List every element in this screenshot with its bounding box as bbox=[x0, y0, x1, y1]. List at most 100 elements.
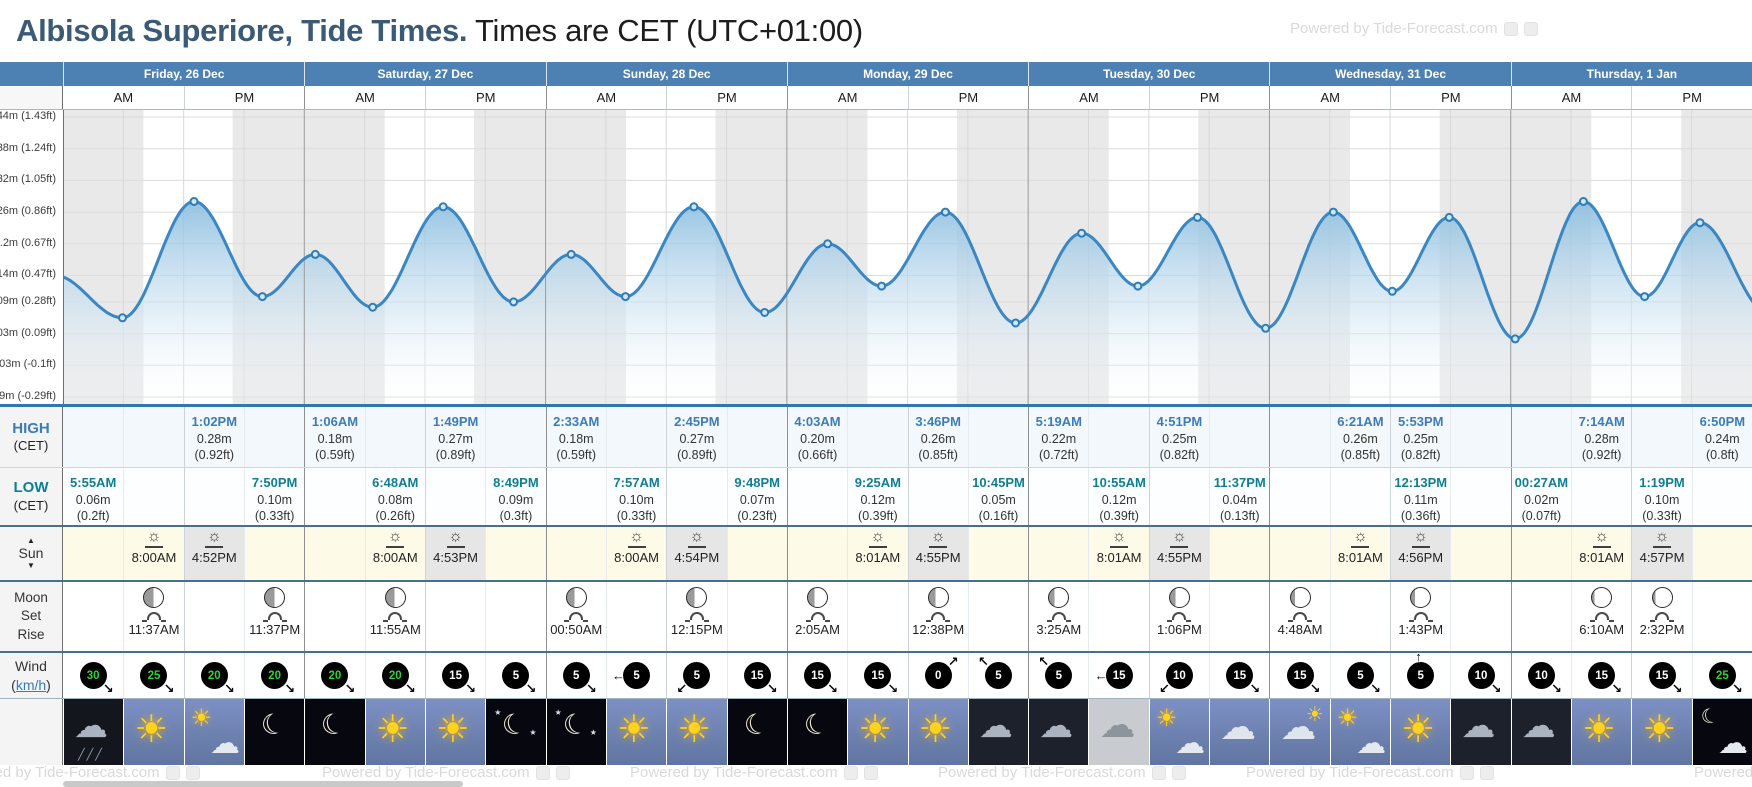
low-tide-marker bbox=[621, 292, 630, 302]
high-tide-height-m: 0.28m bbox=[196, 431, 232, 446]
moon-rise-label: Rise bbox=[17, 626, 45, 642]
app-badge-icon bbox=[1171, 765, 1186, 780]
wind-speed-value: 5 bbox=[995, 669, 1002, 682]
wind-cell: 20 ↘ bbox=[304, 653, 364, 698]
high-tide-height-ft: (0.85ft) bbox=[918, 447, 958, 462]
moon-cell bbox=[605, 582, 666, 651]
wind-cell: 15 ↘ bbox=[1571, 653, 1631, 698]
watermark-text: Powered by Tide-Forecast.com bbox=[1246, 764, 1454, 781]
sun-cell bbox=[1510, 527, 1571, 580]
wind-cell: 5 ↑ bbox=[1390, 650, 1450, 698]
low-tide-cell bbox=[1571, 468, 1631, 525]
high-tide-marker bbox=[566, 249, 576, 259]
wind-speed-badge: 20 ↘ bbox=[381, 662, 416, 695]
wind-speed-value: 5 bbox=[1417, 669, 1424, 682]
moon-setrise-icon bbox=[1288, 612, 1313, 622]
low-tide-time: 10:45PM bbox=[972, 475, 1025, 490]
sun-cell bbox=[786, 527, 847, 580]
low-tide-height-ft: (0.36ft) bbox=[1400, 508, 1441, 523]
wind-cell: 0 ↗ bbox=[907, 653, 968, 698]
wind-cell: 15 ↘ bbox=[847, 653, 907, 698]
y-axis-tick-label: 0.09m (0.28ft) bbox=[0, 294, 56, 307]
moon-cell: 11:55AM bbox=[364, 582, 425, 651]
wind-direction-arrow-icon: ↘ bbox=[1370, 681, 1381, 696]
sun-cell bbox=[304, 527, 364, 580]
high-tide-cell bbox=[1209, 407, 1269, 467]
moon-cell: 1:06PM bbox=[1148, 582, 1209, 651]
page-title: Albisola Superiore, Tide Times. Times ar… bbox=[16, 13, 863, 49]
moon-setrise-icon bbox=[1408, 612, 1433, 622]
moon-cell: 2:32PM bbox=[1631, 582, 1691, 651]
app-badge-icon bbox=[1503, 21, 1518, 36]
high-tide-marker bbox=[940, 207, 950, 217]
low-tide-time: 11:37PM bbox=[1213, 475, 1266, 490]
wind-cell: 20 ↘ bbox=[183, 653, 244, 698]
low-tide-marker bbox=[877, 281, 887, 291]
footer-watermark: Powered by Tide-Forecast.com bbox=[1246, 764, 1494, 781]
wind-direction-arrow-icon: ↘ bbox=[344, 681, 356, 696]
wind-direction-arrow-icon: ↘ bbox=[1731, 681, 1743, 696]
low-tide-cell bbox=[907, 468, 968, 525]
wind-speed-badge: 30 ↘ bbox=[79, 662, 114, 695]
low-tide-time: 5:55AM bbox=[70, 475, 117, 490]
wind-direction-arrow-icon: ↘ bbox=[1249, 681, 1261, 696]
high-tide-cell: 1:06AM 0.18m (0.59ft) bbox=[304, 407, 364, 467]
high-cet-label: (CET) bbox=[13, 438, 49, 454]
moon-setrise-time: 11:37AM bbox=[128, 622, 180, 637]
sunset-time: 4:57PM bbox=[1639, 550, 1685, 565]
wind-direction-arrow-icon: ↘ bbox=[404, 681, 416, 696]
weather-moon-cloud-icon: ☾ ☁ bbox=[1691, 699, 1752, 765]
low-tide-cell bbox=[123, 468, 183, 525]
low-tide-height-m: 0.02m bbox=[1523, 492, 1559, 507]
high-tide-time: 5:53PM bbox=[1397, 414, 1444, 429]
moon-cell bbox=[847, 582, 907, 651]
high-tide-height-ft: (0.89ft) bbox=[677, 447, 717, 462]
wind-speed-value: 15 bbox=[1595, 669, 1609, 682]
sunset-icon: ☼ bbox=[444, 529, 468, 549]
wind-speed-value: 20 bbox=[268, 669, 281, 682]
wind-speed-badge: 5 ↘ bbox=[502, 662, 536, 695]
high-tide-cell: 4:51PM 0.25m (0.82ft) bbox=[1148, 407, 1209, 467]
low-tide-marker bbox=[1261, 323, 1271, 333]
sunrise-cell: ☼ 8:01AM bbox=[1088, 527, 1148, 580]
footer-watermark: Powered by Tide-Forecast.com bbox=[322, 764, 570, 781]
moon-cell bbox=[485, 582, 545, 651]
sunrise-cell: ☼ 8:00AM bbox=[364, 527, 425, 580]
moon-set-label: Set bbox=[20, 608, 42, 624]
footer-watermark: Powered by Tide-Forecast.com bbox=[938, 764, 1186, 781]
wind-cell: 5 ↘ bbox=[485, 653, 545, 698]
high-tide-marker bbox=[823, 239, 833, 249]
weather-cloud-sun-icon: ☀ ☁ bbox=[1269, 699, 1330, 765]
wind-unit-link[interactable]: km/h bbox=[15, 676, 47, 693]
wind-cell: 5 ↖ bbox=[1028, 653, 1088, 698]
high-tide-marker bbox=[689, 202, 699, 212]
high-tide-cell bbox=[1631, 407, 1691, 467]
app-badge-icon bbox=[863, 765, 878, 780]
high-tide-height-ft: (0.59ft) bbox=[556, 447, 597, 462]
sunrise-time: 8:01AM bbox=[855, 550, 901, 565]
high-tide-cell bbox=[1269, 407, 1329, 467]
wind-speed-badge: 15 ↘ bbox=[743, 662, 778, 695]
horizontal-scrollbar-thumb[interactable] bbox=[63, 781, 463, 787]
high-tide-time: 6:21AM bbox=[1337, 414, 1384, 429]
app-badge-icon bbox=[535, 765, 550, 780]
wind-row: Wind (km/h) 30 ↘ 25 ↘ 20 ↘ 20 ↘ 20 ↘ 20 ↘ 15 ↘ 5 ↘ 5 ↘ 5 ← 5… bbox=[0, 650, 1752, 698]
high-tide-marker bbox=[1695, 218, 1705, 228]
high-tide-height-ft: (0.92ft) bbox=[1581, 447, 1622, 462]
moon-setrise-time: 1:06PM bbox=[1157, 622, 1202, 637]
pm-header: PM bbox=[1631, 86, 1752, 109]
low-tide-cell bbox=[545, 468, 606, 525]
low-tide-time: 9:48PM bbox=[734, 475, 780, 490]
high-tide-time: 2:45PM bbox=[674, 414, 720, 429]
day-header-4: Tuesday, 30 Dec bbox=[1028, 62, 1269, 86]
wind-speed-badge: 15 ↘ bbox=[864, 662, 898, 695]
am-header: AM bbox=[1510, 86, 1632, 109]
wind-unit-paren: ( bbox=[11, 676, 16, 693]
high-tide-height-ft: (0.82ft) bbox=[1400, 447, 1441, 462]
wind-direction-arrow-icon: ↘ bbox=[525, 681, 537, 696]
low-tide-height-m: 0.11m bbox=[1403, 492, 1438, 507]
low-tide-cell: 7:50PM 0.10m (0.33ft) bbox=[243, 468, 304, 525]
header-watermark: Powered by Tide-Forecast.com bbox=[1290, 20, 1538, 37]
sunset-time: 4:56PM bbox=[1398, 550, 1444, 565]
high-tide-marker bbox=[1578, 197, 1588, 206]
